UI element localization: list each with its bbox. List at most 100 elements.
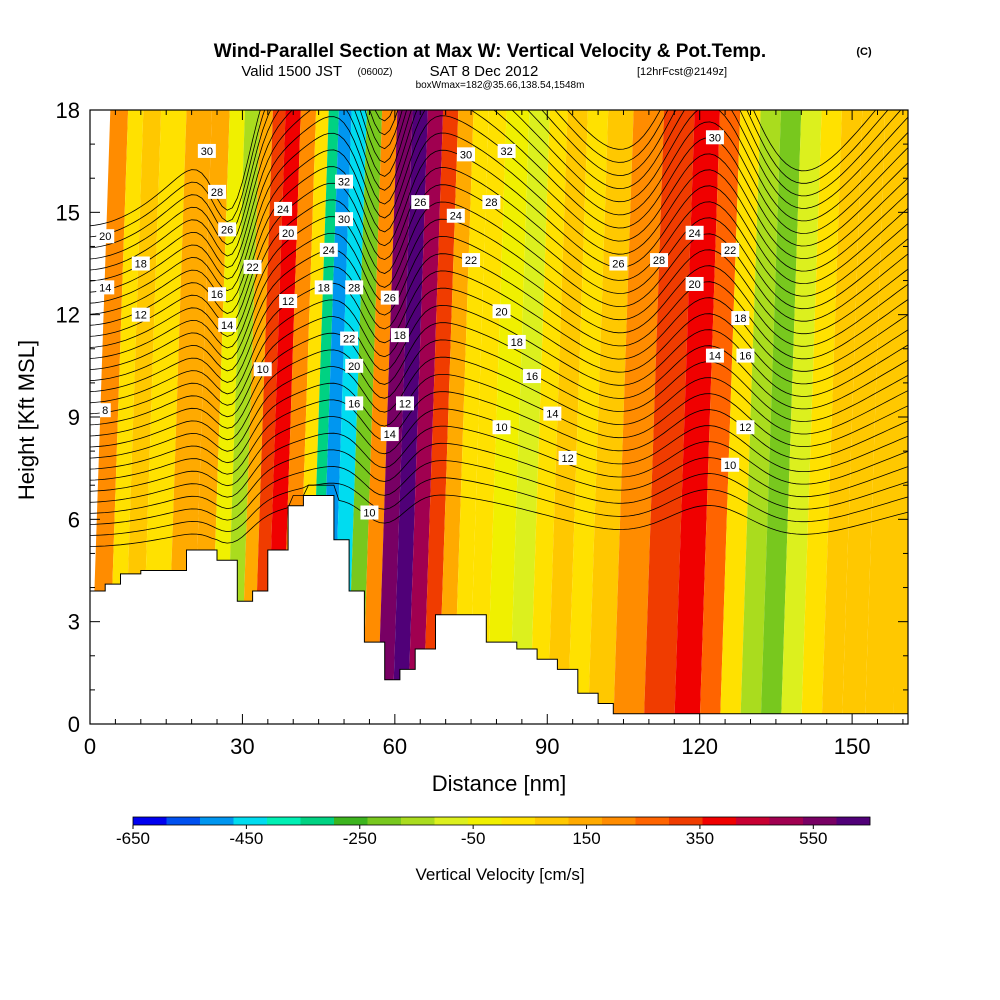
x-tick-label: 30 xyxy=(230,734,254,759)
contour-label: 10 xyxy=(492,420,511,435)
colorbar-swatch xyxy=(702,817,737,825)
contour-label: 28 xyxy=(345,280,364,295)
contour-label-text: 8 xyxy=(102,405,108,417)
contour-label-bg xyxy=(279,225,298,240)
contour-label-bg xyxy=(197,143,216,158)
contour-label-text: 20 xyxy=(99,231,111,243)
contour-label-bg xyxy=(279,294,298,309)
contour-label-text: 28 xyxy=(211,187,223,199)
contour-label: 28 xyxy=(208,184,227,199)
theta-contour-line xyxy=(90,356,908,459)
contour-label: 10 xyxy=(721,457,740,472)
contour-label-text: 32 xyxy=(338,177,350,189)
contour-label-bg xyxy=(345,358,364,373)
contour-label: 22 xyxy=(243,259,262,274)
velocity-band xyxy=(361,110,398,724)
contour-label: 20 xyxy=(345,358,364,373)
contour-label-bg xyxy=(390,328,409,343)
y-tick-label: 9 xyxy=(68,405,80,430)
contour-label: 30 xyxy=(335,212,354,227)
contour-labels: 30 28 26 24 20 22 20 18 14 12 16 14 12 10 8 32 30 24 18 28 2… xyxy=(96,130,755,520)
colorbar-swatch xyxy=(434,817,469,825)
contour-label: 20 xyxy=(96,229,115,244)
contour-label-bg xyxy=(274,201,293,216)
contour-label: 18 xyxy=(507,334,526,349)
contour-label-text: 14 xyxy=(546,409,558,421)
contour-label: 8 xyxy=(99,403,111,418)
contour-label-text: 24 xyxy=(688,228,700,240)
contour-label: 28 xyxy=(650,253,669,268)
contour-label-bg xyxy=(131,256,150,271)
contour-label-bg xyxy=(721,242,740,257)
colorbar-tick-label: -650 xyxy=(116,829,150,848)
colorbar-swatch xyxy=(334,817,368,825)
contour-label-bg xyxy=(340,331,359,346)
contour-label-bg xyxy=(482,195,501,210)
colorbar-swatch xyxy=(267,817,301,825)
colorbar-swatch xyxy=(501,817,536,825)
colorbar-tick-label: 350 xyxy=(686,829,714,848)
contour-label: 12 xyxy=(131,307,150,322)
contour-label-bg xyxy=(462,253,481,268)
contour-label-text: 30 xyxy=(338,214,350,226)
contour-label: 20 xyxy=(492,304,511,319)
contour-label-bg xyxy=(360,505,379,520)
colorbar-swatch xyxy=(233,817,268,825)
contour-label: 30 xyxy=(456,147,475,162)
contour-label: 24 xyxy=(446,208,465,223)
contour-label-text: 10 xyxy=(724,460,736,472)
colorbar: -650 -450 -250 -50 150 350 550 xyxy=(116,816,871,848)
contour-label-text: 24 xyxy=(323,245,335,257)
contour-label-text: 26 xyxy=(414,197,426,209)
velocity-band xyxy=(699,110,741,724)
contour-label-text: 30 xyxy=(709,132,721,144)
contour-label-bg xyxy=(456,147,475,162)
contour-label-bg xyxy=(208,184,227,199)
theta-contour-line xyxy=(90,132,908,315)
contour-label-bg xyxy=(650,253,669,268)
colorbar-swatch xyxy=(769,817,804,825)
velocity-band xyxy=(123,110,162,724)
x-tick-label: 90 xyxy=(535,734,559,759)
colorbar-swatch xyxy=(602,817,636,825)
contour-label-text: 12 xyxy=(135,310,147,322)
contour-label-text: 14 xyxy=(384,429,396,441)
x-tick-label: 150 xyxy=(834,734,871,759)
terrain-mask xyxy=(90,495,908,724)
colorbar-swatch xyxy=(803,817,837,825)
contour-label: 20 xyxy=(685,276,704,291)
contour-label-text: 16 xyxy=(211,289,223,301)
theta-contour-line xyxy=(90,304,908,426)
contour-label: 22 xyxy=(340,331,359,346)
velocity-band xyxy=(821,110,863,724)
contour-label-bg xyxy=(721,457,740,472)
colorbar-tick-label: -250 xyxy=(343,829,377,848)
velocity-band xyxy=(801,110,842,724)
theta-contour-line xyxy=(90,235,908,382)
contour-label-bg xyxy=(345,396,364,411)
contour-label-bg xyxy=(685,225,704,240)
contour-label-text: 24 xyxy=(277,204,289,216)
y-tick-label: 0 xyxy=(68,712,80,737)
theta-contour-line xyxy=(90,477,908,536)
velocity-band xyxy=(841,110,886,724)
velocity-band xyxy=(407,110,444,724)
contour-label-text: 22 xyxy=(724,245,736,257)
contour-label: 24 xyxy=(319,242,338,257)
theta-contour-line xyxy=(90,374,908,470)
y-axis-label: Height [Kft MSL] xyxy=(14,340,39,500)
y-tick-label: 15 xyxy=(56,200,80,225)
contour-label-text: 22 xyxy=(246,262,258,274)
contour-label: 18 xyxy=(314,280,333,295)
contour-label-bg xyxy=(523,369,542,384)
contour-label-bg xyxy=(99,403,111,418)
contour-label-text: 18 xyxy=(394,330,406,342)
contour-label: 28 xyxy=(482,195,501,210)
contour-label-text: 28 xyxy=(485,197,497,209)
contour-label: 24 xyxy=(685,225,704,240)
velocity-band xyxy=(780,110,822,724)
contour-label-text: 26 xyxy=(612,259,624,271)
contour-label-bg xyxy=(335,174,354,189)
contour-label-text: 20 xyxy=(495,306,507,318)
theta-contour-line xyxy=(90,110,908,271)
